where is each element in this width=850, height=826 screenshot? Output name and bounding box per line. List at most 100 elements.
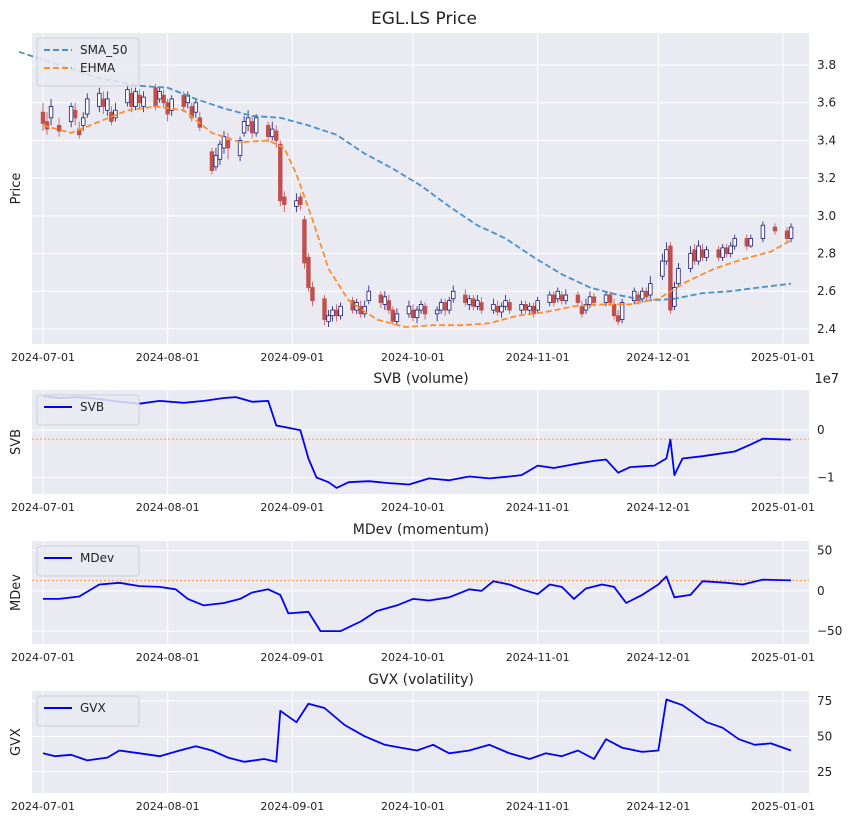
candle [451,285,456,303]
panel-2: 0 −1 2024-07-01 2024-08-01 2024-09-01 2024-10… [9,371,839,514]
candle [330,306,335,322]
candle-body [788,226,794,239]
candle-body [507,302,512,311]
candle-body [266,124,271,138]
candle [137,89,142,109]
candle [418,300,424,314]
candle [788,223,794,243]
candle [688,245,693,273]
candle [378,291,384,309]
candle [270,121,275,141]
candle [386,294,392,314]
candle [133,87,138,111]
candle [724,244,729,258]
candle [475,294,480,311]
candle-body [68,106,74,122]
y-axis-label: SVB [9,429,24,455]
candle-body [253,117,259,134]
candle-body [181,94,186,107]
candle-body [213,155,219,168]
panel-4: 75 50 25 2024-07-01 2024-08-01 2024-09-01 2024… [9,672,832,813]
candle-body [559,294,565,302]
candle [157,87,162,103]
candle-body [406,305,412,315]
candle-body [193,102,199,113]
candle-body [310,287,315,302]
candle [563,289,569,305]
candle [615,310,621,326]
candle-body [274,130,279,141]
candle [97,87,102,113]
candle [129,87,134,113]
candle-body [672,287,677,307]
candle [390,306,396,326]
candle-body [237,140,243,156]
legend-box [36,695,140,727]
candle-body [105,98,110,111]
x-tick-label: 2024-10-01 [381,351,445,364]
candle [310,281,315,307]
candle [278,140,283,207]
x-tick-label: 2024-07-01 [11,351,75,364]
candle [438,298,444,314]
candle-body [394,313,400,322]
candle-body [434,309,440,315]
candle-body [414,309,420,319]
candle [334,304,339,322]
x-tick-label: 2024-07-01 [11,501,75,514]
candle-body [390,309,396,322]
candle [692,244,697,265]
candle-body [438,302,444,311]
candle-body [547,294,552,303]
candle-body [696,245,701,262]
candle-body [760,224,766,239]
candle-body [298,196,303,205]
candle [575,291,581,307]
candle-body [278,143,283,202]
candle-body [422,305,428,315]
candle [338,302,343,320]
candle [274,125,279,148]
candle [631,287,637,305]
y-tick-label: 50 [817,544,832,558]
subplot-title: SVB (volume) [373,371,468,387]
candle-body [728,245,733,254]
y-tick-label: 2.8 [817,247,836,261]
candle-body [125,89,130,104]
candle [555,287,560,303]
y-tick-label: 0 [817,423,825,437]
candle-body [668,245,673,311]
plot-background [32,541,809,644]
candle [660,253,665,280]
candle [716,245,721,262]
legend: GVX [36,695,140,727]
candle [732,234,737,250]
y-scale-label: 1e7 [814,372,839,387]
candle [217,140,223,165]
candle-body [161,94,166,104]
figure-title: EGL.LS Price [371,9,477,29]
candle-body [40,111,46,124]
series-line-ehma [42,105,792,328]
candle-body [527,305,532,311]
candle-body [245,117,251,126]
panel-1: 2.4 2.6 2.8 3.0 3.2 3.4 3.6 3.8 2024-07-01 2024-0… [9,33,836,364]
candle-body [326,315,331,322]
candle [326,310,331,328]
x-tick-label: 2024-11-01 [506,651,570,664]
candle [249,115,255,139]
candle-body [382,296,388,305]
x-tick-label: 2024-08-01 [136,351,200,364]
legend: SMA_50 EHMA [36,37,140,87]
candle [519,300,524,314]
x-tick-label: 2024-12-01 [626,800,690,813]
x-tick-label: 2024-08-01 [136,800,200,813]
candle-body [583,304,589,311]
candle-body [56,124,62,132]
candle-body [700,249,705,258]
series-line-sma-50 [18,50,792,302]
candle [479,296,484,314]
candle-body [101,98,106,107]
candle [499,302,504,318]
